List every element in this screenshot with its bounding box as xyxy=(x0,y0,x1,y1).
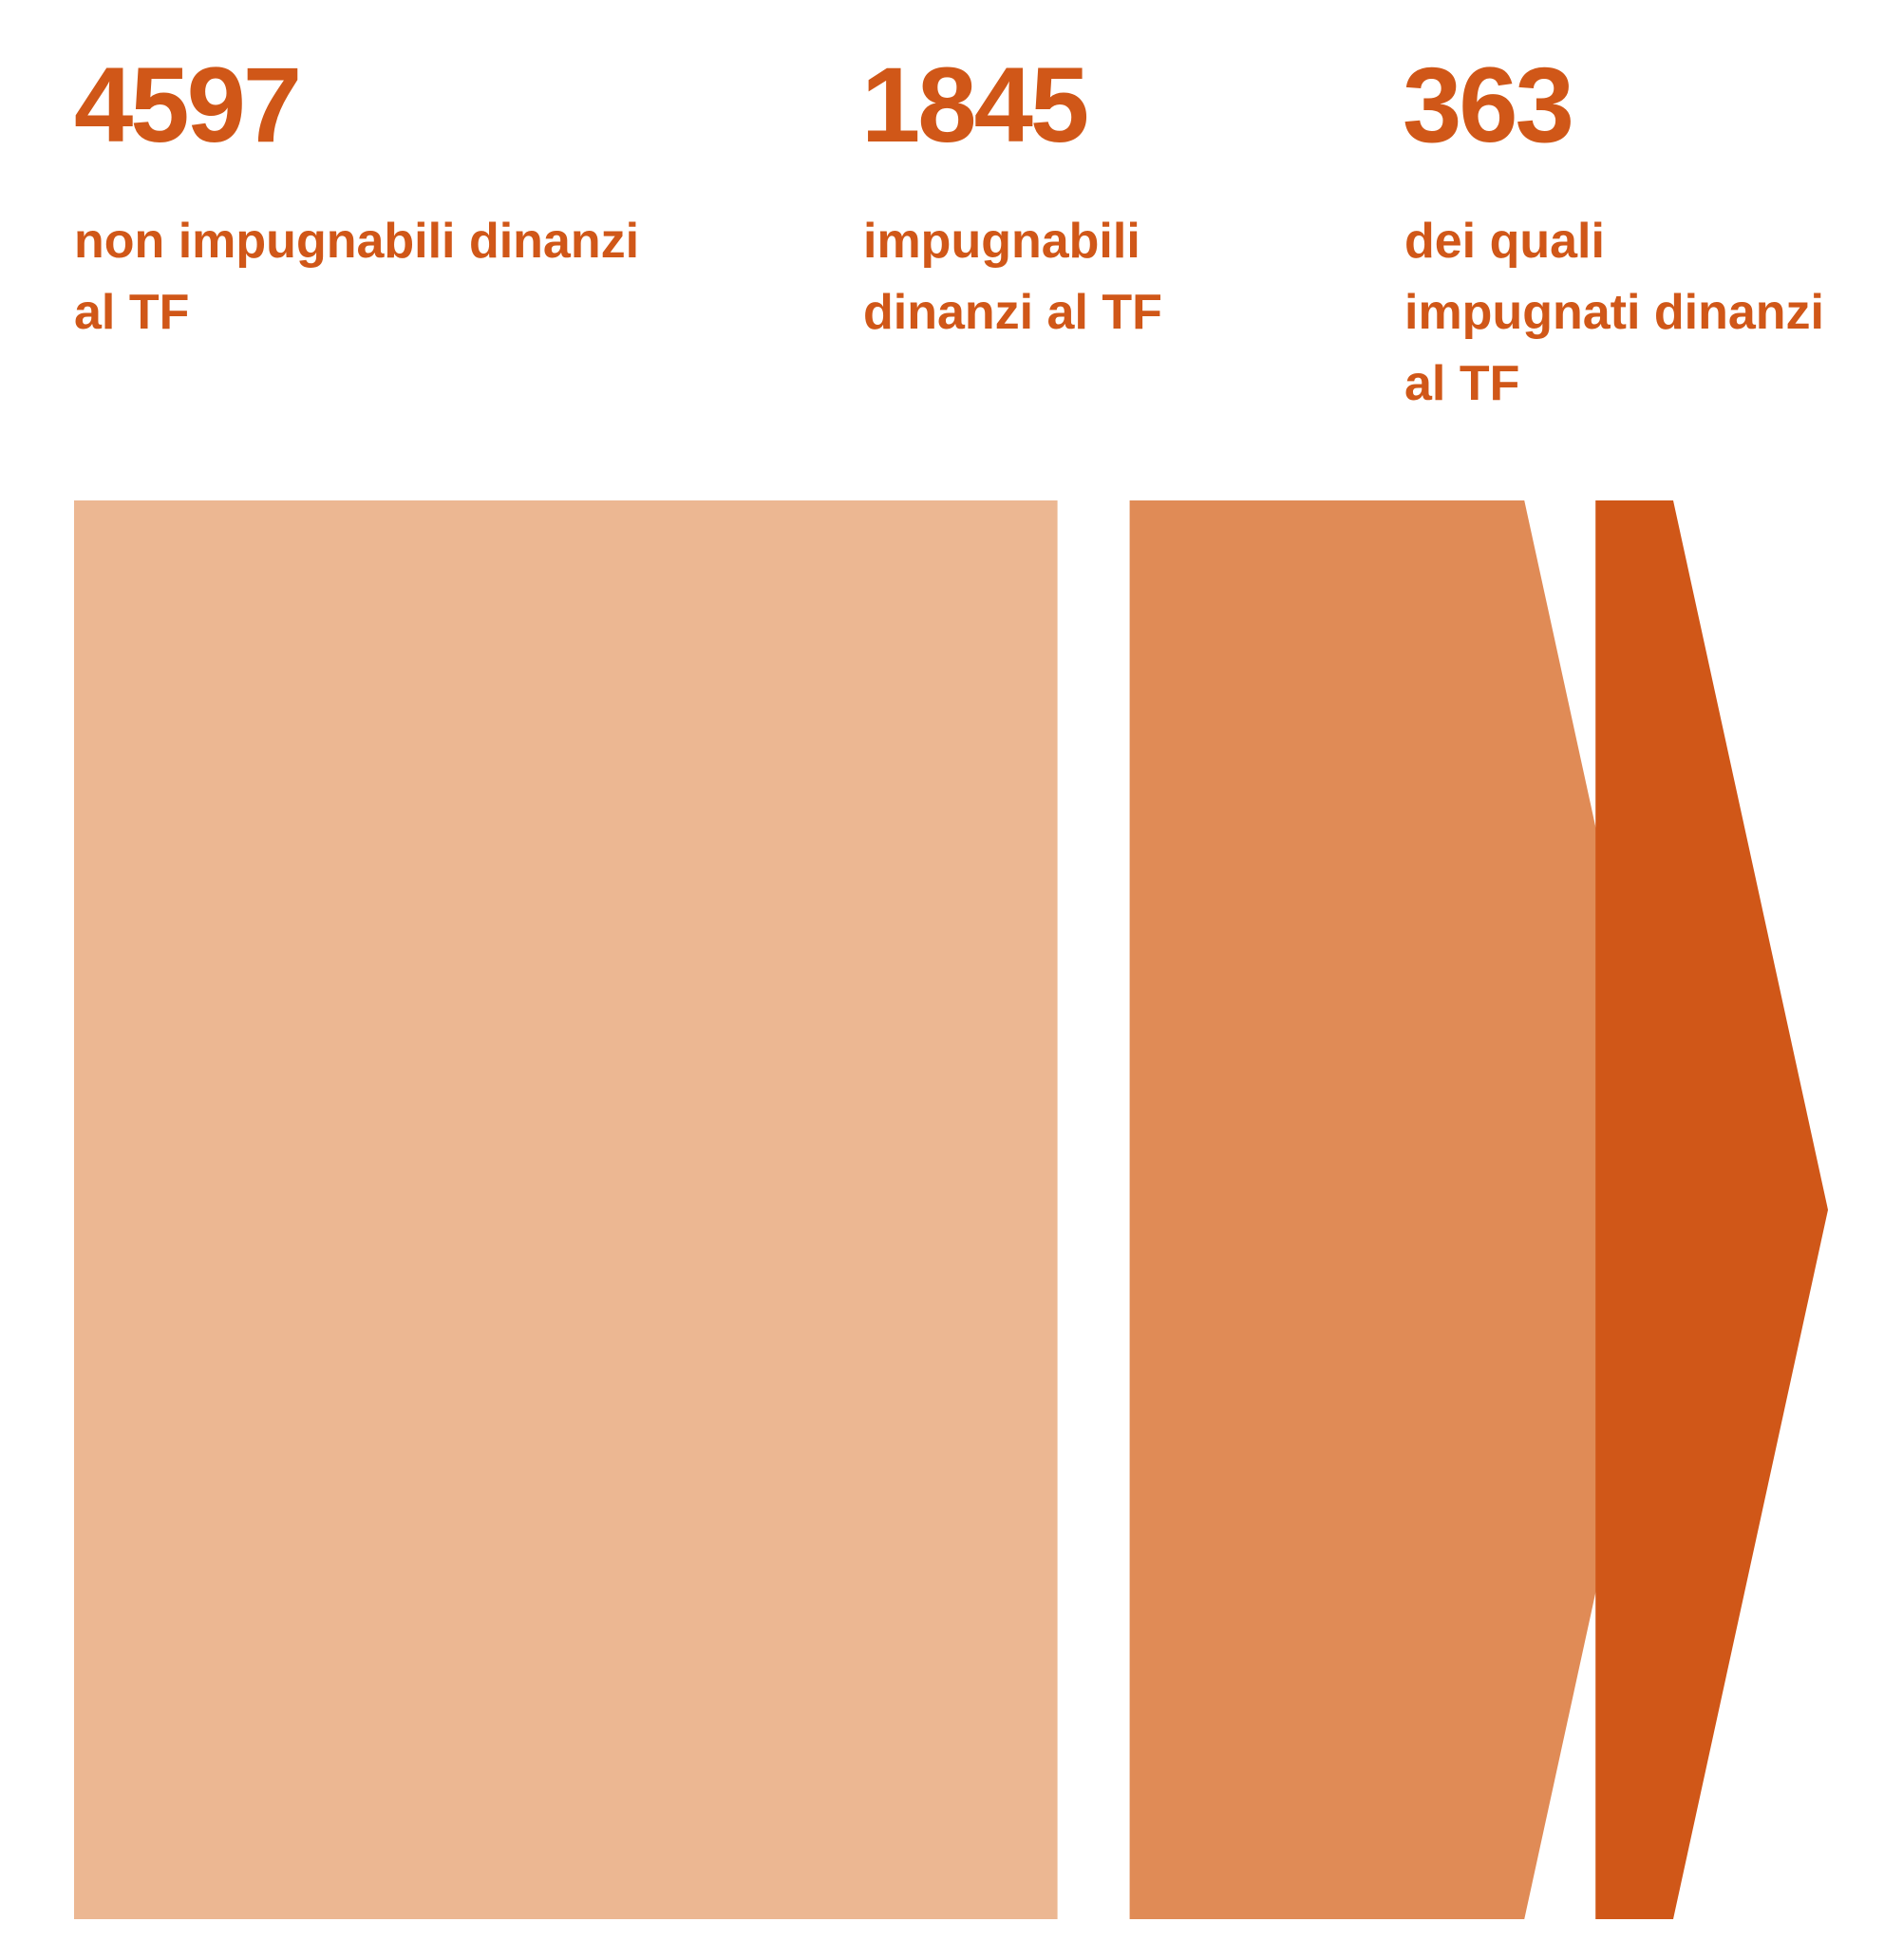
category-label: non impugnabili dinanzi al TF xyxy=(74,214,640,340)
value-label: 363 xyxy=(1403,46,1574,164)
category-label: dei quali impugnati dinanzi al TF xyxy=(1404,214,1824,411)
category-label: impugnabili dinanzi al TF xyxy=(863,214,1162,340)
bar xyxy=(1595,500,1828,1919)
bar xyxy=(1129,500,1680,1919)
bar xyxy=(74,500,1058,1919)
value-label: 4597 xyxy=(74,46,302,164)
value-label: 1845 xyxy=(861,46,1089,164)
